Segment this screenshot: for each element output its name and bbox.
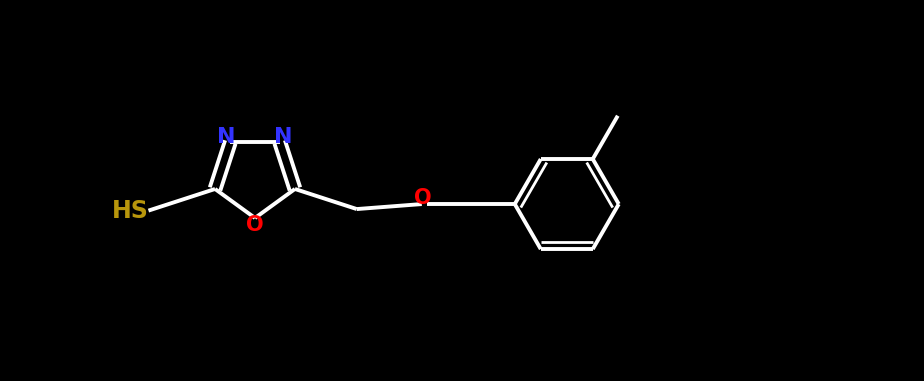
Text: O: O: [246, 215, 264, 235]
Text: HS: HS: [112, 199, 149, 223]
Text: N: N: [217, 127, 236, 147]
Text: N: N: [274, 127, 293, 147]
Text: O: O: [414, 188, 432, 208]
